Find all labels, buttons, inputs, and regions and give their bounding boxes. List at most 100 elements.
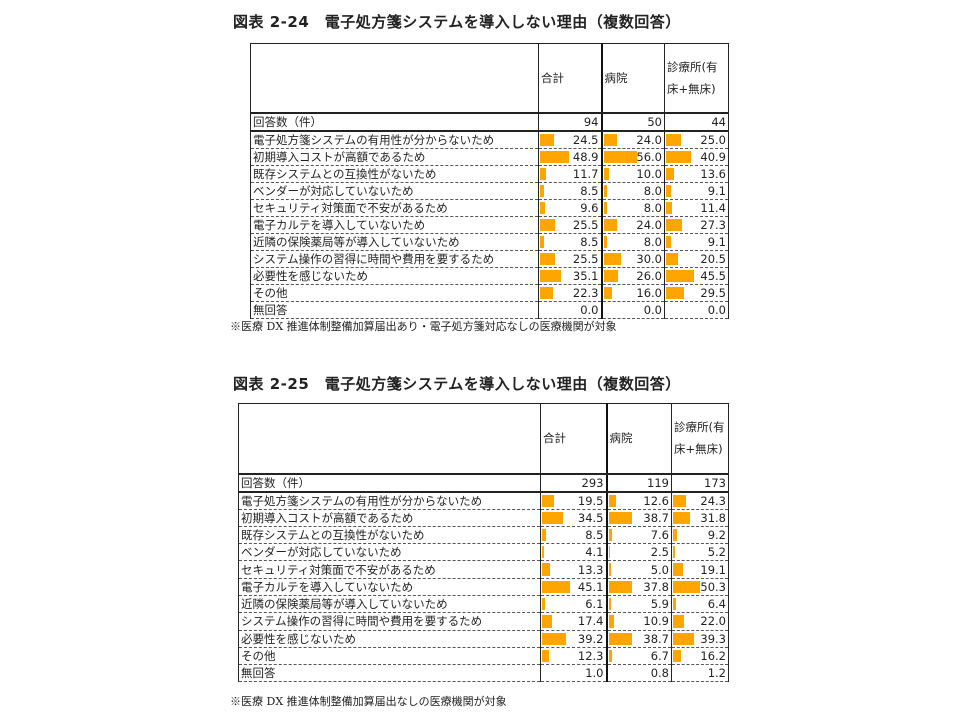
data-bar <box>673 511 690 524</box>
percent-cell: 35.1 <box>538 266 602 285</box>
percent-value: 9.2 <box>707 527 726 542</box>
percent-cell: 11.7 <box>538 164 602 183</box>
percent-cell: 5.9 <box>605 594 672 614</box>
percent-cell: 17.4 <box>540 612 607 631</box>
data-bar <box>673 597 676 611</box>
percent-value: 5.2 <box>707 545 726 560</box>
row-label: 無回答 <box>238 664 541 683</box>
percent-value: 24.5 <box>572 132 599 147</box>
percent-value: 0.0 <box>643 302 662 317</box>
percent-value: 30.0 <box>636 251 662 266</box>
data-bar <box>542 615 553 628</box>
data-bar <box>666 286 684 299</box>
percent-cell: 30.0 <box>600 249 665 268</box>
percent-cell: 20.5 <box>664 249 729 268</box>
percent-cell: 8.5 <box>540 525 607 545</box>
percent-cell: 5.0 <box>605 560 672 579</box>
table-row: 既存システムとの互換性がないため 11.7 10.0 13.6 <box>250 164 729 183</box>
percent-value: 8.5 <box>580 183 599 198</box>
percent-value: 48.9 <box>572 149 599 164</box>
percent-value: 19.1 <box>700 562 726 577</box>
row-label: 電子カルテを導入していないため <box>250 215 539 234</box>
percent-value: 8.5 <box>585 527 604 542</box>
percent-value: 4.1 <box>585 545 604 560</box>
percent-cell: 0.0 <box>538 300 602 319</box>
data-bar <box>542 597 545 611</box>
percent-cell: 22.0 <box>671 612 729 631</box>
data-bar <box>608 511 633 524</box>
data-bar <box>603 252 621 265</box>
percent-value: 40.9 <box>700 149 726 164</box>
percent-cell: 39.3 <box>671 629 729 648</box>
percent-value: 38.7 <box>643 631 669 646</box>
row-label: 既存システムとの互換性がないため <box>238 525 541 545</box>
table-title-2-24: 図表 2-24 電子処方箋システムを導入しない理由（複数回答） <box>233 13 681 31</box>
percent-value: 39.2 <box>577 631 604 646</box>
data-bar <box>540 286 553 299</box>
percent-value: 8.0 <box>643 234 662 249</box>
percent-value: 13.6 <box>700 166 726 181</box>
percent-value: 45.1 <box>577 579 604 594</box>
row-label: 必要性を感じないため <box>250 266 539 285</box>
data-bar <box>603 150 637 163</box>
percent-value: 25.5 <box>572 251 599 266</box>
percent-value: 7.6 <box>650 527 669 542</box>
data-bar <box>540 252 555 265</box>
table-row: 電子カルテを導入していないため 45.1 37.8 50.3 <box>238 577 729 596</box>
data-bar <box>542 546 544 559</box>
percent-cell: 0.0 <box>600 300 665 319</box>
percent-cell: 38.7 <box>605 508 672 527</box>
percent-cell: 24.0 <box>600 215 665 234</box>
percent-value: 24.3 <box>700 493 726 508</box>
data-bar <box>666 167 674 180</box>
percent-cell: 34.5 <box>540 508 607 527</box>
percent-cell: 27.3 <box>664 215 729 234</box>
percent-value: 39.3 <box>700 631 726 646</box>
percent-cell: 9.1 <box>664 232 729 251</box>
data-bar <box>542 563 550 576</box>
row-label: 近隣の保険薬局等が導入していないため <box>238 594 541 614</box>
percent-cell: 26.0 <box>600 266 665 285</box>
percent-cell: 24.3 <box>671 491 729 510</box>
row-label: 初期導入コストが高額であるため <box>250 147 539 166</box>
percent-value: 29.5 <box>700 285 726 300</box>
percent-cell: 6.4 <box>671 594 729 614</box>
table-row: 必要性を感じないため 39.2 38.7 39.3 <box>238 629 729 648</box>
percent-cell: 8.0 <box>600 232 665 251</box>
header-blank <box>250 43 539 114</box>
percent-cell: 6.1 <box>540 594 607 614</box>
percent-cell: 37.8 <box>605 577 672 596</box>
header-row: 合計 病院 診療所(有床+無床) <box>250 43 729 114</box>
percent-value: 22.3 <box>572 285 599 300</box>
row-label: ベンダーが対応していないため <box>250 181 539 200</box>
percent-value: 5.0 <box>650 562 669 577</box>
percent-cell: 6.7 <box>605 646 672 666</box>
table-note-2-24: ※医療 DX 推進体制整備加算届出あり・電子処方箋対応なしの医療機関が対象 <box>230 320 617 333</box>
row-label: 電子処方箋システムの有用性が分からないため <box>250 130 539 149</box>
percent-value: 12.3 <box>577 649 604 664</box>
percent-cell: 13.6 <box>664 164 729 183</box>
percent-cell: 19.1 <box>671 560 729 579</box>
data-bar <box>608 494 616 507</box>
table-row: 電子カルテを導入していないため 25.5 24.0 27.3 <box>250 215 729 234</box>
percent-cell: 19.5 <box>540 491 607 510</box>
row-label: セキュリティ対策面で不安があるため <box>250 198 539 217</box>
header-row: 合計 病院 診療所(有床+無床) <box>238 403 729 475</box>
data-bar <box>673 494 686 507</box>
count-value: 173 <box>671 473 729 493</box>
data-bar <box>540 269 561 282</box>
row-label: 既存システムとの互換性がないため <box>250 164 539 183</box>
header-clinic: 診療所(有床+無床) <box>671 403 729 475</box>
percent-value: 16.0 <box>636 285 662 300</box>
count-value: 119 <box>605 473 672 493</box>
data-bar <box>540 218 555 231</box>
data-bar <box>673 563 683 576</box>
percent-value: 1.2 <box>707 666 726 681</box>
data-bar <box>666 218 683 231</box>
percent-value: 11.4 <box>700 200 726 215</box>
data-bar <box>603 286 613 299</box>
table-row: 電子処方箋システムの有用性が分からないため 24.5 24.0 25.0 <box>250 130 729 149</box>
percent-cell: 8.0 <box>600 181 665 200</box>
percent-cell: 16.0 <box>600 283 665 302</box>
percent-cell: 8.5 <box>538 181 602 200</box>
